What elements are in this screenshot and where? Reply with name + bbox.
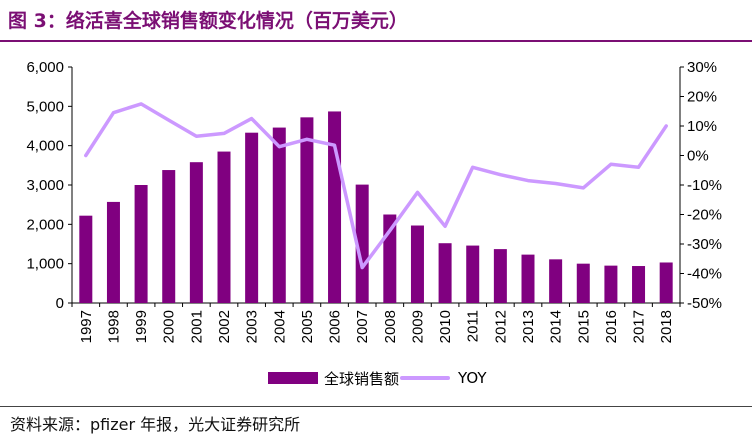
y-right-tick-label: -20% xyxy=(687,207,722,224)
y-right-tick-label: 30% xyxy=(687,59,717,76)
legend-item-yoy: YOY xyxy=(400,366,487,390)
legend-swatch-yoy xyxy=(400,376,450,380)
y-left-tick-label: 4,000 xyxy=(26,138,64,155)
y-left-tick-label: 3,000 xyxy=(26,177,64,194)
y-right-tick-label: -50% xyxy=(687,295,722,312)
bar-2006 xyxy=(328,111,342,304)
bar-2007 xyxy=(355,184,369,303)
x-tick-label-2004: 2004 xyxy=(271,310,288,343)
source-rule xyxy=(0,406,752,407)
legend-item-sales: 全球销售额 xyxy=(268,366,399,390)
x-tick-label-2010: 2010 xyxy=(437,310,454,343)
x-tick-label-2002: 2002 xyxy=(216,310,233,343)
y-left-tick-label: 5,000 xyxy=(26,98,64,115)
figure-title: 图 3：络活喜全球销售额变化情况（百万美元） xyxy=(8,10,408,32)
legend: 全球销售额 YOY xyxy=(0,366,752,390)
x-tick-label-2001: 2001 xyxy=(188,310,205,343)
x-tick-label-1997: 1997 xyxy=(78,310,95,343)
source-note: 资料来源：pfizer 年报，光大证券研究所 xyxy=(10,415,301,434)
legend-label-sales: 全球销售额 xyxy=(324,369,400,388)
x-tick-label-2006: 2006 xyxy=(327,310,344,343)
y-left-tick-label: 6,000 xyxy=(26,59,64,76)
bar-2009 xyxy=(410,225,424,303)
y-right-tick-label: 20% xyxy=(687,89,717,106)
bar-1998 xyxy=(106,201,120,303)
bar-1999 xyxy=(134,185,148,303)
bar-2017 xyxy=(632,266,646,303)
bar-2015 xyxy=(576,263,590,303)
bar-2004 xyxy=(272,127,286,303)
bar-2016 xyxy=(604,265,618,303)
x-tick-label-2007: 2007 xyxy=(354,310,371,343)
bar-2018 xyxy=(659,262,673,303)
y-left-tick-label: 2,000 xyxy=(26,216,64,233)
x-tick-label-2003: 2003 xyxy=(244,310,261,343)
x-tick-label-2009: 2009 xyxy=(409,310,426,343)
combo-chart: 0 1,000 2,000 3,000 4,000 5,000 6,000 -50% -40% -… xyxy=(26,59,722,343)
x-tick-label-2012: 2012 xyxy=(492,310,509,343)
x-tick-label-2008: 2008 xyxy=(382,310,399,343)
bar-2005 xyxy=(300,117,314,303)
bar-2012 xyxy=(493,249,507,303)
legend-label-yoy: YOY xyxy=(458,369,487,387)
bar-2013 xyxy=(521,254,535,303)
x-tick-label-2015: 2015 xyxy=(575,310,592,343)
x-tick-label-2000: 2000 xyxy=(161,310,178,343)
x-tick-label-1999: 1999 xyxy=(133,310,150,343)
y-right-tick-label: -30% xyxy=(687,236,722,253)
bar-2001 xyxy=(189,162,203,303)
x-tick-label-2013: 2013 xyxy=(520,310,537,343)
bar-2002 xyxy=(217,151,231,303)
bar-2011 xyxy=(466,245,480,303)
y-right-tick-label: -40% xyxy=(687,266,722,283)
y-right-tick-label: 0% xyxy=(687,148,709,165)
x-tick-label-2018: 2018 xyxy=(658,310,675,343)
yoy-line xyxy=(84,102,668,270)
x-tick-label-2005: 2005 xyxy=(299,310,316,343)
bar-2000 xyxy=(162,170,176,303)
y-left-tick-label: 1,000 xyxy=(26,256,64,273)
title-rule xyxy=(0,40,752,42)
bar-2003 xyxy=(245,132,259,303)
x-tick-label-2011: 2011 xyxy=(465,310,482,342)
bar-2010 xyxy=(438,243,452,303)
x-tick-label-1998: 1998 xyxy=(105,310,122,343)
x-tick-label-2016: 2016 xyxy=(603,310,620,343)
y-right-tick-label: 10% xyxy=(687,118,717,135)
legend-swatch-sales xyxy=(268,372,318,384)
y-right-tick-label: -10% xyxy=(687,177,722,194)
x-tick-label-2017: 2017 xyxy=(631,310,648,343)
y-left-tick-label: 0 xyxy=(56,295,64,312)
bar-1997 xyxy=(79,215,93,303)
bar-2014 xyxy=(549,259,563,303)
x-tick-label-2014: 2014 xyxy=(548,310,565,343)
